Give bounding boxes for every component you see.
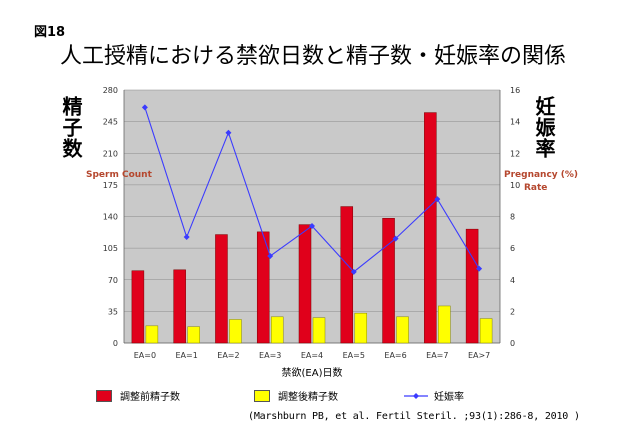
pregnancy-rate-point: [267, 253, 274, 260]
bar-before-adjustment: [382, 218, 395, 344]
x-tick-label: EA=0: [134, 351, 156, 360]
bar-after-adjustment: [229, 319, 242, 344]
y-left-tick-label: 140: [103, 213, 118, 222]
y-left-tick-label: 70: [108, 276, 118, 285]
x-tick-label: EA=7: [426, 351, 448, 360]
pregnancy-rate-point: [434, 196, 441, 203]
bar-after-adjustment: [438, 305, 451, 344]
y-right-axis-title: Pregnancy (%): [504, 170, 578, 180]
pregnancy-rate-point: [350, 268, 357, 275]
y-right-tick-label: 8: [510, 213, 515, 222]
bar-after-adjustment: [312, 317, 326, 344]
y-left-tick-label: 105: [103, 244, 118, 253]
y-left-tick-label: 35: [108, 307, 118, 316]
x-tick-label: EA=1: [176, 351, 198, 360]
bar-before-adjustment: [465, 228, 479, 344]
bar-after-adjustment: [479, 318, 493, 344]
bar-after-adjustment: [187, 326, 200, 344]
bar-before-adjustment: [131, 270, 145, 344]
pregnancy-rate-jp-label: 妊娠率: [532, 96, 556, 159]
y-left-tick-label: 210: [103, 149, 118, 158]
legend-line-rate: [404, 392, 428, 399]
sperm-count-jp-label: 精子数: [59, 96, 83, 159]
y-left-tick-label: 280: [103, 86, 118, 95]
pregnancy-rate-point: [225, 129, 232, 136]
x-tick-label: EA=3: [259, 351, 281, 360]
x-tick-label: EA=5: [343, 351, 365, 360]
y-left-axis-title: Sperm Count: [86, 170, 153, 180]
legend-swatch-before: [96, 389, 112, 402]
pregnancy-rate-point: [476, 265, 483, 272]
bar-after-adjustment: [145, 325, 159, 344]
legend-item-rate: 妊娠率: [404, 388, 464, 403]
bar-after-adjustment: [396, 316, 409, 344]
legend-item-after: 調整後精子数: [254, 388, 338, 403]
y-right-tick-label: 2: [510, 307, 515, 316]
x-tick-label: EA>7: [468, 351, 490, 360]
citation: (Marshburn PB, et al. Fertil Steril. ;93…: [248, 411, 580, 422]
slide-title: 人工授精における禁欲日数と精子数・妊娠率の関係: [60, 44, 567, 69]
x-tick-label: EA=2: [217, 351, 239, 360]
pregnancy-rate-point: [183, 234, 190, 241]
legend-label-rate: 妊娠率: [434, 392, 464, 403]
bar-before-adjustment: [340, 206, 354, 344]
y-right-tick-label: 0: [510, 339, 515, 348]
y-left-tick-label: 0: [113, 339, 118, 348]
bar-before-adjustment: [215, 234, 228, 344]
bar-before-adjustment: [298, 224, 312, 344]
y-right-tick-label: 10: [510, 181, 520, 190]
pregnancy-rate-point: [392, 235, 399, 242]
x-tick-label: EA=6: [384, 351, 406, 360]
pregnancy-rate-point: [309, 222, 315, 229]
x-tick-label: EA=4: [301, 351, 323, 360]
legend-label-after: 調整後精子数: [278, 392, 338, 403]
y-right-axis-title-line2: Rate: [524, 183, 547, 193]
y-left-tick-label: 175: [103, 181, 118, 190]
legend-label-before: 調整前精子数: [120, 392, 180, 403]
legend-swatch-after: [254, 389, 270, 402]
pregnancy-rate-point: [141, 104, 148, 111]
bar-before-adjustment: [173, 269, 186, 344]
legend-item-before: 調整前精子数: [96, 388, 180, 403]
y-right-tick-label: 12: [510, 149, 520, 158]
figure-label: 図18: [34, 25, 66, 40]
bar-before-adjustment: [424, 112, 437, 344]
bar-after-adjustment: [354, 312, 368, 344]
bar-after-adjustment: [270, 316, 284, 344]
y-right-tick-label: 6: [510, 244, 515, 253]
x-axis-title: 禁欲(EA)日数: [282, 366, 343, 379]
y-right-tick-label: 14: [510, 118, 520, 127]
bar-before-adjustment: [256, 231, 270, 344]
y-right-tick-label: 16: [510, 86, 520, 95]
y-left-tick-label: 245: [103, 118, 118, 127]
y-right-tick-label: 4: [510, 276, 515, 285]
